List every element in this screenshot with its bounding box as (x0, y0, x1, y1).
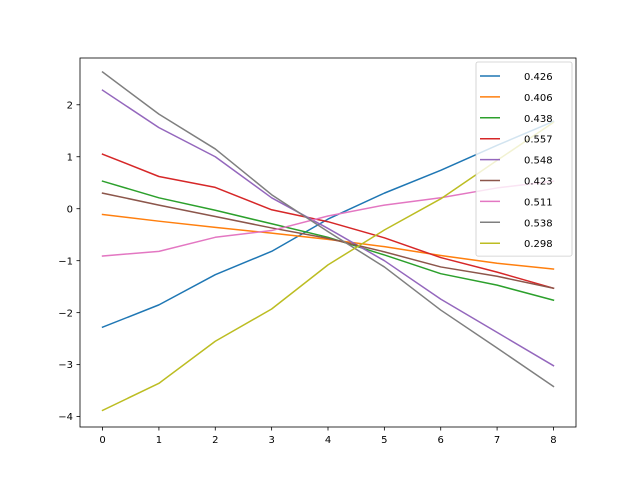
x-tick-label: 0 (99, 435, 105, 446)
x-tick-label: 6 (438, 435, 444, 446)
y-tick-label: −2 (58, 308, 73, 319)
legend-label-8: 0.298 (524, 239, 553, 250)
legend-label-4: 0.548 (524, 156, 553, 167)
x-tick-label: 5 (381, 435, 387, 446)
y-tick-label: 0 (67, 204, 73, 215)
legend-label-2: 0.438 (524, 114, 553, 125)
legend-label-6: 0.511 (524, 197, 553, 208)
legend-box (475, 61, 573, 257)
legend-label-0: 0.426 (524, 72, 553, 83)
x-tick-label: 8 (550, 435, 556, 446)
legend-label-3: 0.557 (524, 135, 553, 146)
y-tick-label: −1 (58, 256, 73, 267)
axes-layer: 0 1 2 3 4 5 6 7 8 −4 −3 −2 −1 0 1 2 (58, 57, 577, 446)
x-tick-label: 2 (212, 435, 218, 446)
y-tick-label: −4 (58, 412, 73, 423)
x-tick-label: 3 (268, 435, 274, 446)
legend: 0.426 0.406 0.438 0.557 0.548 0.423 0.511 0.538… (475, 61, 573, 257)
y-tick-label: 2 (67, 100, 73, 111)
series-line-7 (101, 70, 555, 388)
series-line-4 (101, 89, 555, 367)
x-tick-label: 4 (325, 435, 331, 446)
legend-label-5: 0.423 (524, 177, 553, 188)
y-tick-label: 1 (67, 152, 73, 163)
series-line-1 (101, 213, 555, 270)
legend-label-7: 0.538 (524, 218, 553, 229)
series-line-3 (101, 153, 555, 290)
x-tick-label: 1 (156, 435, 162, 446)
y-tick-label: −3 (58, 360, 73, 371)
legend-label-1: 0.406 (524, 93, 553, 104)
series-line-2 (101, 180, 555, 302)
x-tick-label: 7 (494, 435, 500, 446)
series-line-5 (101, 192, 555, 290)
